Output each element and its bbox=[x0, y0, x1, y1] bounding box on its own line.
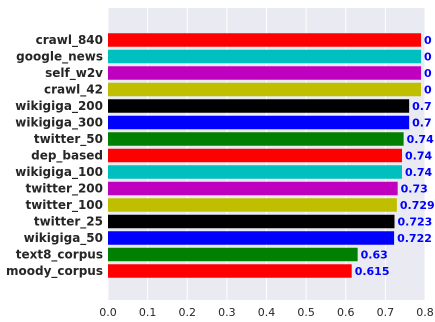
bar bbox=[108, 231, 395, 245]
value-label: 0.63 bbox=[361, 249, 388, 262]
bar bbox=[108, 33, 422, 47]
category-label: text8_corpus bbox=[16, 248, 103, 263]
value-label: 0 bbox=[424, 84, 432, 97]
value-label: 0.74 bbox=[407, 133, 434, 146]
x-tick-label: 0.7 bbox=[377, 306, 395, 319]
value-label: 0.723 bbox=[397, 216, 432, 229]
value-label: 0 bbox=[424, 51, 432, 64]
category-label: twitter_100 bbox=[25, 198, 103, 213]
value-label: 0.722 bbox=[397, 232, 432, 245]
bar bbox=[108, 247, 358, 262]
category-label: wikigiga_100 bbox=[15, 165, 103, 180]
x-tick-label: 0.2 bbox=[179, 306, 197, 319]
bar bbox=[108, 132, 404, 146]
bar bbox=[108, 181, 398, 196]
x-tick-label: 0.5 bbox=[297, 306, 315, 319]
bar bbox=[108, 66, 422, 80]
category-label: wikigiga_200 bbox=[15, 99, 103, 114]
category-label: wikigiga_300 bbox=[15, 116, 103, 131]
value-label: 0.729 bbox=[400, 199, 435, 212]
category-label: moody_corpus bbox=[6, 264, 103, 279]
bar bbox=[108, 82, 422, 97]
value-label: 0 bbox=[424, 67, 432, 80]
bar bbox=[108, 148, 403, 163]
value-label: 0.7 bbox=[412, 100, 432, 113]
x-tick-label: 0.0 bbox=[99, 306, 117, 319]
x-tick-label: 0.3 bbox=[218, 306, 236, 319]
value-label: 0.74 bbox=[405, 166, 432, 179]
x-tick-labels: 0.0 0.1 0.2 0.3 0.4 0.5 0.6 0.7 0.8 bbox=[99, 306, 434, 319]
x-tick-label: 0.4 bbox=[258, 306, 276, 319]
bar bbox=[108, 49, 422, 64]
bar bbox=[108, 264, 352, 278]
value-label: 0.615 bbox=[355, 265, 390, 278]
value-label: 0 bbox=[424, 34, 432, 47]
bar bbox=[108, 115, 410, 130]
category-label: twitter_50 bbox=[34, 132, 103, 147]
category-label: google_news bbox=[16, 50, 103, 65]
value-label: 0.74 bbox=[405, 150, 432, 163]
x-tick-label: 0.6 bbox=[337, 306, 355, 319]
category-label: dep_based bbox=[31, 149, 103, 164]
x-tick-label: 0.1 bbox=[139, 306, 157, 319]
category-label: self_w2v bbox=[45, 66, 103, 81]
value-labels: 0 0 0 0 0.7 0.7 0.74 0.74 0.74 0.73 0.729 0.723 0.72… bbox=[355, 34, 435, 278]
category-label: crawl_42 bbox=[44, 83, 103, 98]
bar bbox=[108, 198, 397, 212]
bar bbox=[108, 165, 403, 179]
value-label: 0.7 bbox=[412, 117, 432, 130]
category-label: twitter_25 bbox=[34, 215, 103, 230]
bar bbox=[108, 214, 395, 229]
bar bbox=[108, 99, 410, 113]
value-label: 0.73 bbox=[401, 183, 428, 196]
bars bbox=[108, 33, 422, 278]
category-label: crawl_840 bbox=[36, 33, 103, 48]
x-tick-label: 0.8 bbox=[416, 306, 434, 319]
category-label: wikigiga_50 bbox=[24, 231, 103, 246]
category-label: twitter_200 bbox=[25, 182, 103, 197]
category-labels: crawl_840google_newsself_w2vcrawl_42wiki… bbox=[6, 33, 103, 279]
